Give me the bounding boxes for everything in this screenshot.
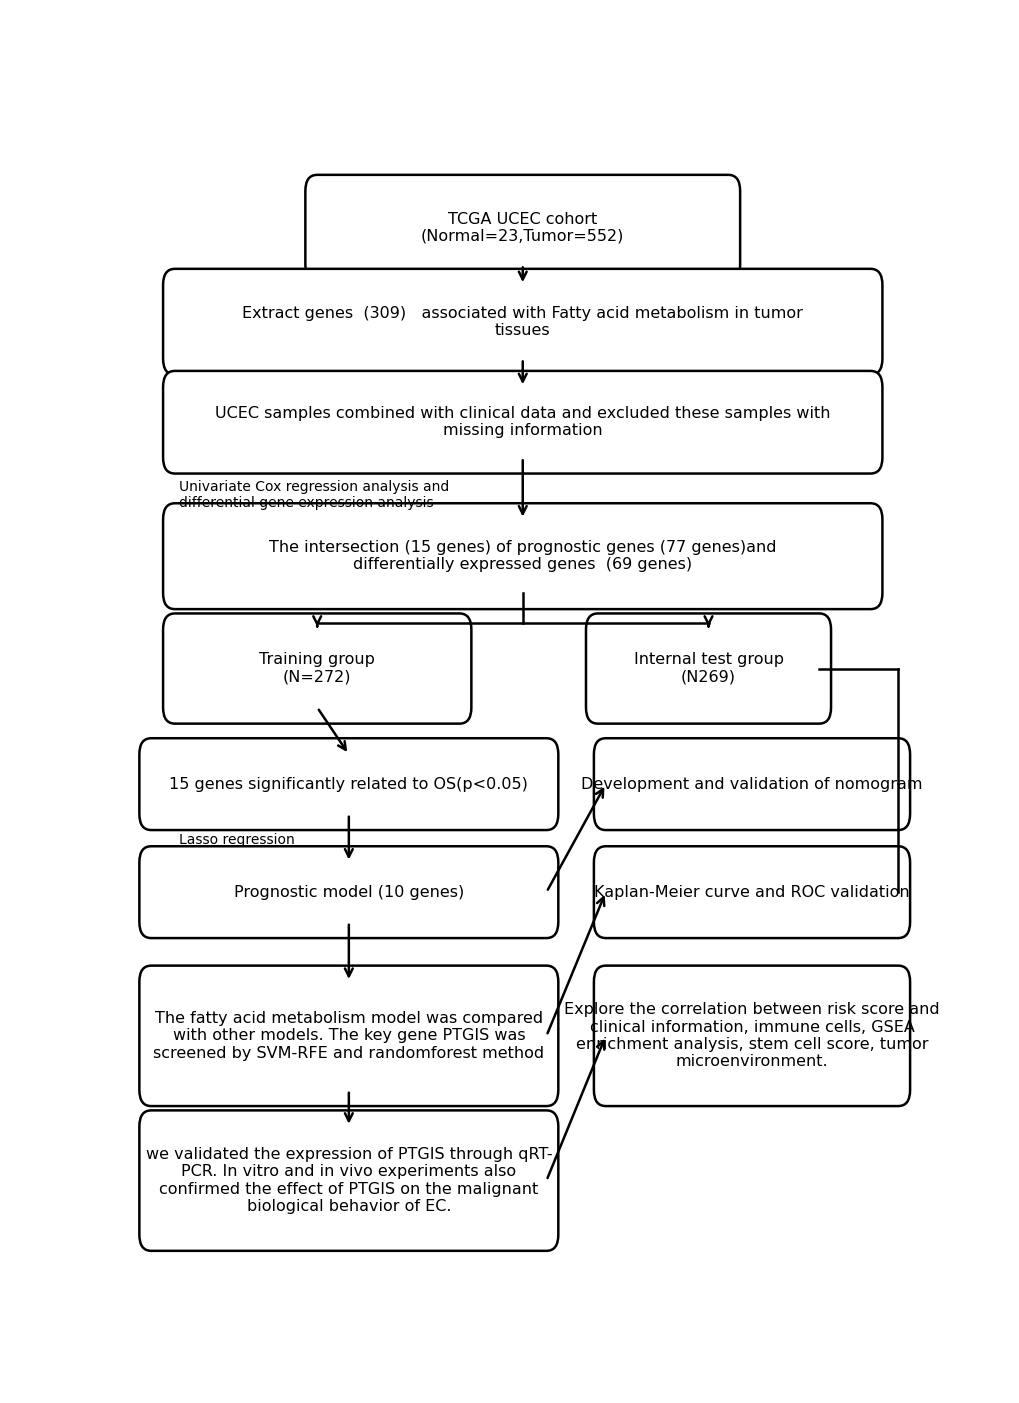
Text: The intersection (15 genes) of prognostic genes (77 genes)and
differentially exp: The intersection (15 genes) of prognosti…: [269, 540, 775, 572]
Text: Lasso regression: Lasso regression: [178, 833, 294, 847]
Text: Internal test group
(N269): Internal test group (N269): [633, 652, 783, 685]
FancyBboxPatch shape: [163, 504, 881, 609]
FancyBboxPatch shape: [163, 613, 471, 724]
Text: Extract genes  (309)   associated with Fatty acid metabolism in tumor
tissues: Extract genes (309) associated with Fatt…: [243, 306, 802, 338]
Text: Univariate Cox regression analysis and
differential gene expression analysis: Univariate Cox regression analysis and d…: [178, 480, 448, 509]
FancyBboxPatch shape: [140, 1110, 557, 1251]
FancyBboxPatch shape: [140, 738, 557, 831]
Text: Kaplan-Meier curve and ROC validation: Kaplan-Meier curve and ROC validation: [594, 885, 909, 899]
FancyBboxPatch shape: [140, 965, 557, 1106]
Text: 15 genes significantly related to OS(p<0.05): 15 genes significantly related to OS(p<0…: [169, 777, 528, 791]
Text: Explore the correlation between risk score and
clinical information, immune cell: Explore the correlation between risk sco…: [564, 1002, 938, 1069]
FancyBboxPatch shape: [593, 846, 909, 939]
FancyBboxPatch shape: [163, 370, 881, 474]
Text: UCEC samples combined with clinical data and excluded these samples with
missing: UCEC samples combined with clinical data…: [215, 405, 829, 438]
FancyBboxPatch shape: [305, 175, 740, 281]
Text: Development and validation of nomogram: Development and validation of nomogram: [581, 777, 922, 791]
Text: The fatty acid metabolism model was compared
with other models. The key gene PTG: The fatty acid metabolism model was comp…: [153, 1012, 544, 1061]
FancyBboxPatch shape: [140, 846, 557, 939]
FancyBboxPatch shape: [585, 613, 830, 724]
FancyBboxPatch shape: [593, 965, 909, 1106]
FancyBboxPatch shape: [593, 738, 909, 831]
Text: we validated the expression of PTGIS through qRT-
PCR. In vitro and in vivo expe: we validated the expression of PTGIS thr…: [146, 1148, 551, 1214]
FancyBboxPatch shape: [163, 269, 881, 375]
Text: Prognostic model (10 genes): Prognostic model (10 genes): [233, 885, 464, 899]
Text: Training group
(N=272): Training group (N=272): [259, 652, 375, 685]
Text: TCGA UCEC cohort
(Normal=23,Tumor=552): TCGA UCEC cohort (Normal=23,Tumor=552): [421, 212, 624, 244]
